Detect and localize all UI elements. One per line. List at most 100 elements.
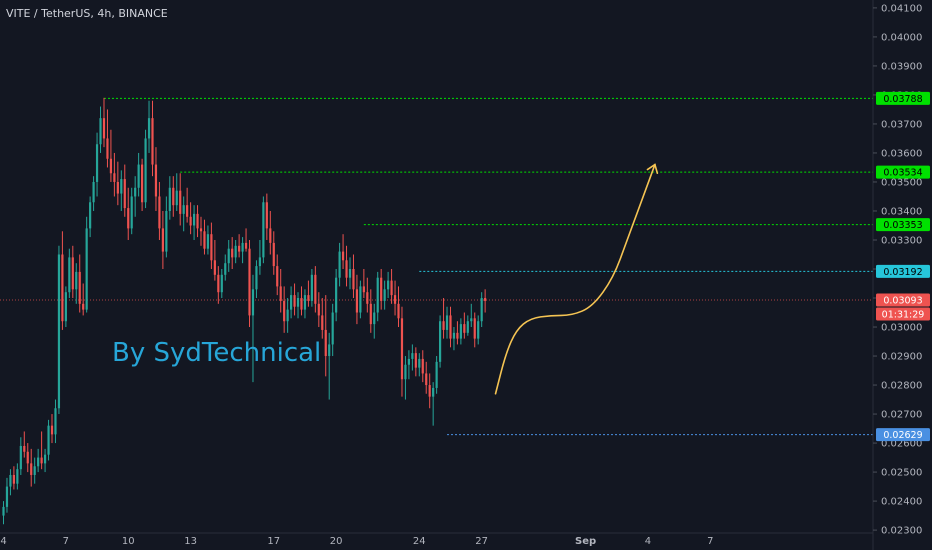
candle-body [26,451,29,464]
candle-body [127,208,130,229]
time-tick-label: 4 [0,536,6,547]
candle-body [355,289,359,313]
candle-body [241,242,244,252]
candle [78,254,81,313]
candle-body [203,231,206,249]
candle [445,306,449,339]
candle [404,356,407,400]
candles-layer [2,97,487,525]
candle [442,298,445,339]
candle-body [456,332,459,339]
candle-body [380,277,383,301]
level-price-tag: 0.03192 [876,264,930,278]
candle-body [421,358,424,374]
candle [307,280,310,307]
candle [220,269,223,299]
level-price-tag-background [876,218,930,232]
time-axis[interactable]: 4 7 10 13 17 20 24 27 Sep 4 7 [0,532,873,547]
candle-body [452,332,456,339]
candle [19,437,22,475]
time-tick-label: 7 [707,536,713,547]
candle-body [199,228,203,232]
candle [134,176,137,217]
candle [300,286,303,316]
candle [359,280,362,319]
level-price-tag-text: 0.03534 [883,168,922,179]
candle [331,303,334,357]
price-tags-layer: 0.03788 0.03534 0.03353 0.03192 0.02629 0.030… [876,91,930,442]
candle-body [432,387,435,397]
candle-body [9,474,12,487]
candle [303,289,307,319]
candle-body [206,234,210,249]
candle-body [147,118,151,139]
candle-body [75,271,78,290]
candle-body [37,457,40,467]
price-tick-label: 0.02500 [881,468,922,479]
price-tick-label: 0.02900 [881,352,922,363]
candle-body [338,251,341,278]
candle [2,501,5,525]
candle-body [192,213,196,226]
candle-body [50,425,54,435]
candle [251,274,255,383]
candle-body [92,181,95,203]
candle-body [16,469,19,484]
candle-body [251,289,255,316]
candle [248,239,251,328]
candle [64,286,67,328]
candle-body [85,228,88,310]
candle [466,315,469,336]
candle [258,239,262,275]
candle-body [345,260,348,278]
candle [68,248,71,299]
candle [435,356,438,394]
candle [30,448,33,487]
candle [154,147,158,211]
candle [400,306,404,397]
candle [5,477,9,513]
time-tick-label: 24 [413,536,426,547]
candle-body [109,158,113,174]
candle-body [217,274,220,293]
candle-body [286,309,289,322]
candle [43,448,47,473]
candle-body [224,263,227,275]
candle-body [231,248,234,258]
candle-body [449,315,452,339]
candle-body [2,506,5,516]
time-tick-label: 7 [63,536,69,547]
candle [369,289,372,333]
candle [366,277,369,313]
price-tick-label: 0.03300 [881,235,922,246]
candle [224,254,227,281]
candle [449,306,452,348]
candle-body [19,445,22,470]
candle [387,271,390,299]
candle [102,97,106,148]
candle-body [366,292,369,304]
price-tick-label: 0.02400 [881,497,922,508]
chart-title: VITE / TetherUS, 4h, BINANCE [6,7,168,20]
candle-body [30,463,33,475]
candle-body [438,321,442,362]
candle-body [473,318,476,339]
candle [438,315,442,368]
candle [338,242,341,287]
candle [397,286,400,328]
candle [196,205,199,238]
candle-body [123,179,126,209]
candle [265,193,268,240]
candle [179,173,182,226]
candle [206,225,210,255]
candle [335,269,338,322]
candle [37,448,40,473]
time-tick-label: 20 [330,536,343,547]
candle [428,373,431,409]
level-price-tag: 0.03353 [876,218,930,232]
candle [61,231,64,330]
candle-body [182,205,185,214]
